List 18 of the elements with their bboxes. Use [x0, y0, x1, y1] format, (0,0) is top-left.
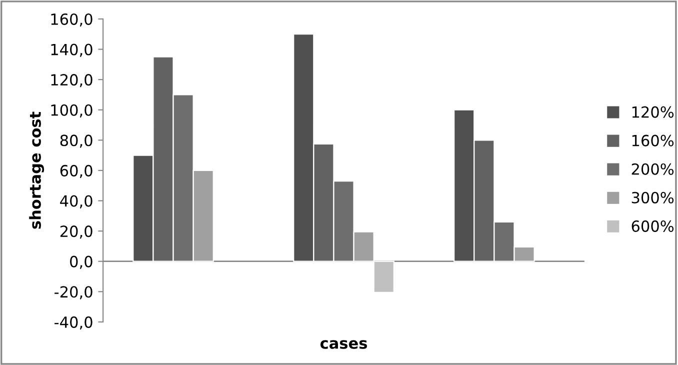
y-tick-label: -40,0 — [54, 316, 92, 330]
y-tick-label: 20,0 — [60, 226, 92, 239]
y-tick-label: 140,0 — [51, 44, 92, 57]
y-tick-label: 80,0 — [60, 134, 92, 148]
x-axis-title: cases — [320, 340, 367, 349]
legend-label: 300% — [632, 192, 674, 204]
legend-label: 160% — [632, 134, 674, 146]
y-tick-label: 60,0 — [60, 164, 92, 178]
y-axis-title: shortage cost — [29, 112, 44, 229]
y-tick-label: 100,0 — [51, 104, 92, 118]
y-tick-label: 120,0 — [51, 74, 92, 88]
y-tick-label: 40,0 — [60, 195, 92, 208]
legend-label: 600% — [632, 220, 674, 232]
y-tick-label: 0,0 — [70, 256, 92, 269]
y-tick-label: 160,0 — [51, 13, 92, 27]
legend-label: 120% — [632, 106, 674, 118]
y-tick-label: -20,0 — [54, 286, 92, 300]
legend-label: 200% — [632, 163, 674, 175]
